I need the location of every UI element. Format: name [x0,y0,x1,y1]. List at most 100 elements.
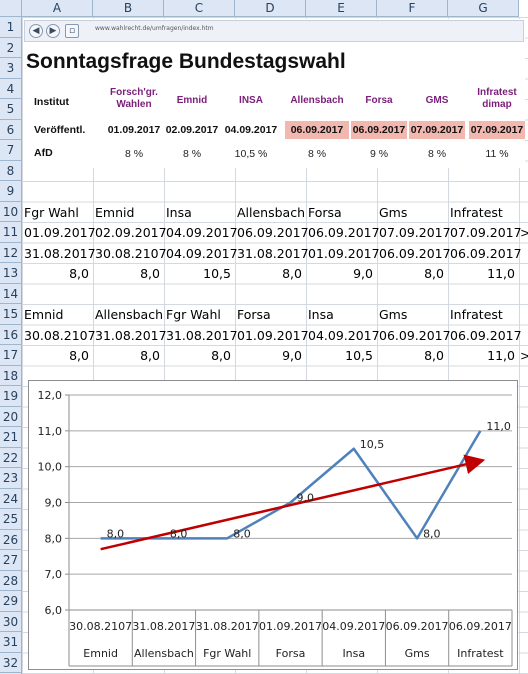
poll-date: 06.09.2017 [285,121,349,139]
date-cell[interactable]: 02.09.2017 [95,225,167,240]
value-cell[interactable]: 11,0 [487,266,515,281]
header-cell[interactable]: Fgr Wahl [24,204,79,220]
row-header-12[interactable]: 12 [0,242,22,263]
poll-value: 8 % [427,148,447,160]
row-header-26[interactable]: 26 [0,529,22,550]
value-cell[interactable]: 8,0 [140,348,160,363]
row-header-18[interactable]: 18 [0,365,22,386]
date-cell[interactable]: 30.08.2107 [24,327,96,343]
header-cell[interactable]: Forsa [308,204,342,220]
value-cell[interactable]: 8,0 [69,266,89,281]
row-header-8[interactable]: 8 [0,160,22,181]
embedded-screenshot[interactable] [23,19,525,168]
row-header-10[interactable]: 10 [0,201,22,222]
value-cell[interactable]: 10,5 [345,348,373,363]
row-header-28[interactable]: 28 [0,570,22,591]
date-cell[interactable]: 06.09.2017 [379,245,451,261]
row-header-32[interactable]: 32 [0,652,22,673]
header-cell[interactable]: Infratest [450,204,503,220]
row-header-14[interactable]: 14 [0,283,22,304]
header-cell[interactable]: Emnid [95,204,135,220]
row-header-23[interactable]: 23 [0,468,22,489]
column-header-e[interactable]: E [306,0,377,17]
row-header-24[interactable]: 24 [0,488,22,509]
value-cell[interactable]: 8,0 [424,266,444,281]
row-header-22[interactable]: 22 [0,447,22,468]
date-cell[interactable]: 04.09.2017 [308,327,380,343]
value-cell[interactable]: 8,0 [140,266,160,281]
row-header-6[interactable]: 6 [0,119,22,140]
value-cell[interactable]: 8,0 [69,348,89,363]
date-cell[interactable]: 04.09.2017 [166,225,238,240]
date-cell[interactable]: 01.09.2017 [308,245,380,261]
header-cell[interactable]: Allensbach [95,307,164,322]
row-header-20[interactable]: 20 [0,406,22,427]
date-cell[interactable]: 30.08.2107 [95,245,167,261]
poll-date: 07.09.2017 [469,121,525,139]
value-cell[interactable]: 9,0 [282,348,302,363]
column-header-f[interactable]: F [377,0,448,17]
row-header-15[interactable]: 15 [0,304,22,325]
date-cell[interactable]: 01.09.2017 [237,327,309,343]
column-header-c[interactable]: C [164,0,235,17]
value-cell[interactable]: 8,0 [424,348,444,363]
row-header-31[interactable]: 31 [0,632,22,653]
poll-date: 04.09.2017 [224,124,278,136]
row-header-25[interactable]: 25 [0,509,22,530]
date-cell[interactable]: 06.09.2017 [237,225,309,240]
poll-value: 11 % [485,148,509,160]
row-header-19[interactable]: 19 [0,386,22,407]
row-header-1[interactable]: 1 [0,17,22,38]
row-header-16[interactable]: 16 [0,324,22,345]
date-cell[interactable]: 01.09.2017 [24,225,96,240]
row-header-11[interactable]: 11 [0,222,22,243]
row-header-13[interactable]: 13 [0,263,22,284]
column-header-d[interactable]: D [235,0,306,17]
column-header-g[interactable]: G [448,0,519,17]
date-cell[interactable]: 06.09.2017 [450,245,522,261]
poll-date: 06.09.2017 [351,121,407,139]
value-cell[interactable]: 9,0 [353,266,373,281]
row-header-30[interactable]: 30 [0,611,22,632]
header-cell[interactable]: Insa [308,307,334,322]
row-header-9[interactable]: 9 [0,181,22,202]
row-header-2[interactable]: 2 [0,37,22,58]
value-cell[interactable]: 10,5 [203,266,231,281]
row-header-5[interactable]: 5 [0,99,22,120]
header-cell[interactable]: Fgr Wahl [166,307,221,322]
row-header-21[interactable]: 21 [0,427,22,448]
value-cell[interactable]: 8,0 [282,266,302,281]
row-header-29[interactable]: 29 [0,591,22,612]
header-cell[interactable]: Emnid [24,307,64,322]
row-header-17[interactable]: 17 [0,345,22,366]
row-header-27[interactable]: 27 [0,550,22,571]
header-cell[interactable]: Allensbach [237,204,306,220]
date-cell[interactable]: 07.09.2017 [379,225,451,240]
column-header-b[interactable]: B [93,0,164,17]
column-header-a[interactable]: A [22,0,93,17]
chart-area[interactable]: 6,0 7,0 8,0 9,0 10,0 11,0 12,0 30.08.2107 31.08.… [28,380,518,670]
row-header-4[interactable]: 4 [0,78,22,99]
poll-institute: Infratest dimap [477,87,517,110]
date-cell[interactable]: 06.09.2017 [450,327,522,343]
select-all-corner[interactable] [0,0,22,17]
date-cell[interactable]: 31.08.2017 [166,327,238,343]
header-cell[interactable]: Gms [379,307,408,322]
date-cell[interactable]: 06.09.2017 [379,327,451,343]
row-header-3[interactable]: 3 [0,58,22,79]
date-cell[interactable]: 07.09.2017 [450,225,522,240]
header-cell[interactable]: Infratest [450,307,503,322]
page-icon: ▫ [65,24,79,38]
date-cell[interactable]: 31.08.2017 [24,245,96,261]
row-header-7[interactable]: 7 [0,140,22,161]
value-cell[interactable]: 8,0 [211,348,231,363]
value-cell[interactable]: 11,0 [487,348,515,363]
header-cell[interactable]: Forsa [237,307,271,322]
date-cell[interactable]: 04.09.2017 [166,245,238,261]
header-cell[interactable]: Gms [379,204,408,220]
date-cell[interactable]: 06.09.2017 [308,225,380,240]
header-cell[interactable]: Insa [166,204,192,220]
date-cell[interactable]: 31.08.2017 [237,245,309,261]
date-cell[interactable]: 31.08.2017 [95,327,167,343]
